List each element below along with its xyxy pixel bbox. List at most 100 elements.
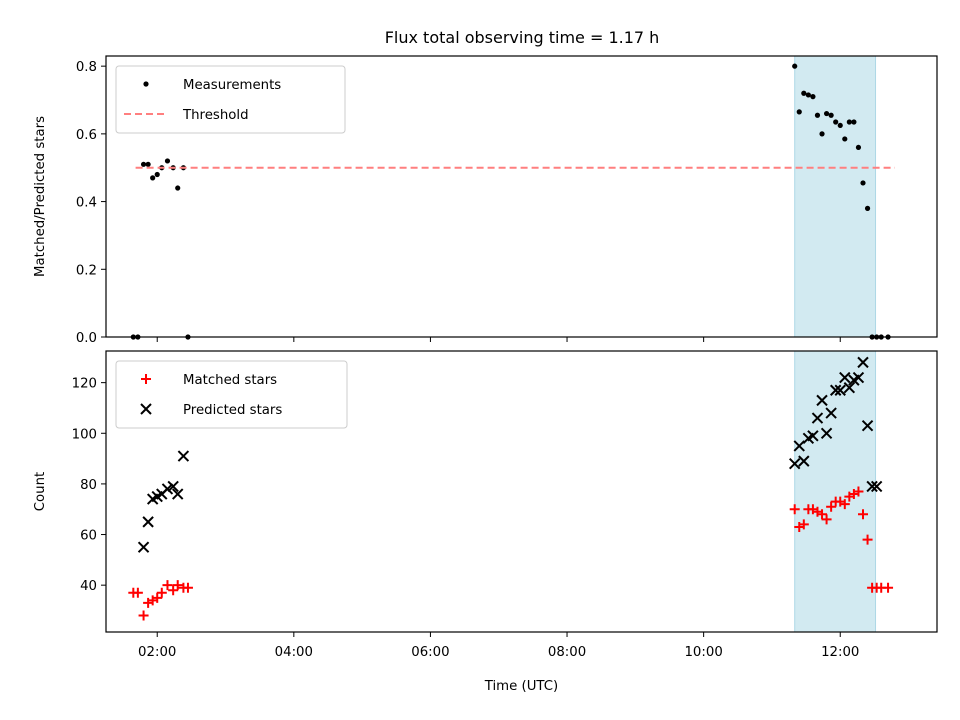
x-axis-label: Time (UTC) — [484, 679, 559, 694]
predicted-marker — [857, 356, 869, 369]
data-point — [860, 180, 866, 186]
data-point — [846, 119, 852, 125]
data-point — [175, 185, 181, 191]
data-point — [796, 109, 802, 115]
data-point — [851, 119, 857, 125]
matched-marker — [826, 501, 837, 512]
y-tick-label: 0.0 — [76, 331, 97, 346]
highlight-band — [794, 55, 877, 338]
chart-title: Flux total observing time = 1.17 h — [385, 28, 660, 47]
legend: Measurements Threshold — [115, 65, 346, 134]
matched-marker — [132, 587, 143, 598]
data-point — [140, 161, 147, 167]
plot-frame — [105, 350, 938, 633]
y-tick-label: 0.2 — [76, 263, 97, 278]
predicted-marker — [167, 480, 179, 493]
series-group — [130, 63, 895, 340]
legend-label: Predicted stars — [183, 403, 282, 418]
predicted-marker — [811, 412, 824, 424]
data-point — [855, 144, 862, 151]
legend-key-point — [143, 81, 149, 87]
data-point — [154, 171, 160, 178]
top-panel: 0.0 0.2 0.4 0.6 0.8 Matched/Predicted stars Me… — [33, 55, 938, 346]
matched-marker — [858, 509, 869, 520]
predicted-marker — [870, 480, 883, 493]
matched-marker — [168, 585, 179, 596]
y-axis-label: Matched/Predicted stars — [33, 116, 48, 277]
predicted-marker — [839, 371, 851, 384]
predicted-marker — [852, 371, 865, 384]
data-point — [819, 131, 825, 137]
matched-marker — [789, 504, 800, 515]
matched-marker — [156, 587, 167, 598]
predicted-marker — [825, 407, 837, 419]
matched-marker — [152, 592, 163, 603]
matched-marker — [138, 610, 149, 621]
legend-box — [115, 360, 348, 429]
data-point — [864, 205, 871, 211]
matched-marker — [182, 582, 193, 593]
series-group — [128, 356, 894, 621]
y-tick-label: 60 — [80, 529, 97, 544]
data-point — [833, 119, 839, 125]
predicted-marker — [866, 480, 878, 493]
matched-marker — [862, 534, 873, 545]
bottom-panel: 40 60 80 100 120 02:00 04:00 06:00 08:00 10:00 12:… — [33, 350, 938, 694]
data-point — [805, 92, 811, 98]
legend-label: Threshold — [182, 108, 249, 123]
y-tick-label: 80 — [80, 478, 97, 493]
plot-frame — [105, 55, 938, 338]
predicted-marker — [177, 450, 190, 462]
predicted-marker — [161, 483, 174, 495]
data-point — [810, 94, 816, 100]
legend-label: Matched stars — [183, 373, 277, 388]
legend: Matched stars Predicted stars — [115, 360, 348, 429]
x-tick-label: 08:00 — [548, 645, 586, 660]
matched-marker — [821, 514, 832, 525]
data-point — [828, 112, 834, 118]
x-tick-label: 06:00 — [411, 645, 449, 660]
y-axis-label: Count — [33, 472, 48, 512]
matched-marker — [853, 486, 864, 497]
data-point — [837, 122, 843, 129]
x-tick-label: 12:00 — [821, 645, 859, 660]
y-tick-label: 0.4 — [76, 196, 97, 211]
legend-key-plus — [141, 374, 151, 384]
data-point — [842, 136, 848, 142]
x-tick-label: 10:00 — [684, 645, 722, 660]
predicted-marker — [829, 384, 842, 396]
matched-marker — [817, 509, 828, 520]
predicted-marker — [172, 488, 184, 500]
data-point — [145, 161, 151, 167]
predicted-marker — [816, 394, 828, 407]
y-tick-label: 0.8 — [76, 60, 97, 75]
predicted-marker — [834, 384, 846, 396]
legend-label: Measurements — [183, 78, 281, 93]
predicted-marker — [793, 440, 805, 452]
data-point — [150, 175, 156, 181]
predicted-marker — [798, 455, 810, 467]
y-tick-label: 40 — [80, 579, 97, 594]
predicted-marker — [142, 516, 154, 528]
data-point — [814, 112, 821, 118]
predicted-marker — [861, 419, 874, 432]
matched-marker — [172, 580, 183, 591]
matched-marker — [162, 580, 173, 591]
predicted-marker — [807, 430, 819, 442]
data-point — [792, 63, 798, 69]
x-tick-label: 02:00 — [138, 645, 176, 660]
y-tick-label: 100 — [72, 427, 97, 442]
y-tick-label: 0.6 — [76, 128, 97, 143]
data-point — [801, 90, 807, 96]
x-tick-label: 04:00 — [275, 645, 313, 660]
predicted-marker — [820, 427, 833, 439]
data-point — [164, 158, 171, 164]
legend-box — [115, 65, 346, 134]
y-tick-label: 120 — [72, 377, 97, 392]
matched-marker — [839, 499, 850, 510]
matched-marker — [883, 582, 894, 593]
legend-key-x — [140, 403, 152, 415]
matched-marker — [798, 519, 809, 530]
predicted-marker — [137, 541, 150, 553]
